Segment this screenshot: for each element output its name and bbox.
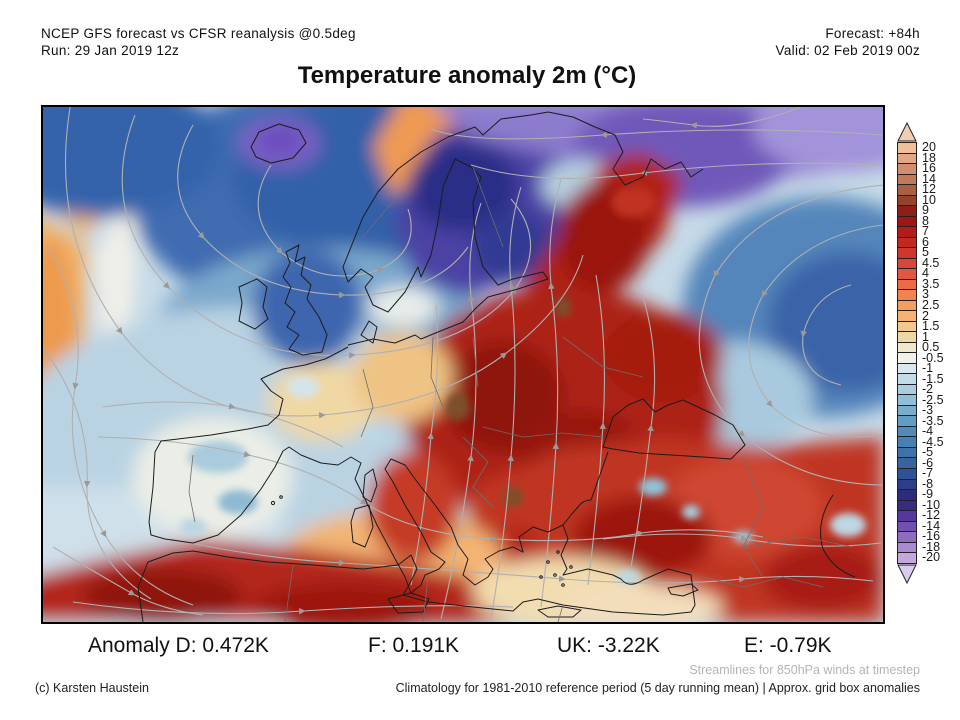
colorbar-label: 1.5 [922,319,940,334]
under-arrow-shape [897,564,917,584]
climatology-note: Climatology for 1981-2010 reference peri… [395,681,920,695]
colorbar-label: 2 [922,308,929,323]
colorbar-label: 16 [922,161,936,176]
colorbar-label: -16 [922,529,941,544]
colorbar-label: 0.5 [922,340,940,355]
colorbar-label: -18 [922,539,941,554]
colorbar-label: -2.5 [922,392,944,407]
anomaly-summary: Anomaly D: 0.472K F: 0.191K UK: -3.22K E… [0,634,960,662]
run-line: Run: 29 Jan 2019 12z [41,43,180,58]
country-borders [188,166,854,622]
colorbar-label: -9 [922,487,934,502]
colorbar-label: 6 [922,234,929,249]
colorbar-label: -4.5 [922,434,944,449]
colorbar-label: 8 [922,213,929,228]
colorbar-label: -3 [922,403,934,418]
colorbar-label: -2 [922,382,934,397]
colorbar-label: 4.5 [922,255,940,270]
colorbar-label: -7 [922,466,934,481]
colorbar-label: 10 [922,192,936,207]
anomaly-map [43,107,883,622]
streamlines [43,107,883,620]
colorbar-cell: -14 [897,518,944,533]
colorbar-label: -20 [922,550,941,565]
colorbar-label: 3.5 [922,276,940,291]
colorbar-label: -8 [922,476,934,491]
streamlines-note: Streamlines for 850hPa winds at timestep [689,663,920,677]
anomaly-europe: E: -0.79K [744,634,832,657]
colorbar-label: -1 [922,361,934,376]
forecast-info: Forecast: +84h Valid: 02 Feb 2019 00z [776,25,920,59]
colorbar-label: -5 [922,445,934,460]
anomaly-domain: Anomaly D: 0.472K [88,634,269,657]
colorbar-label: -3.5 [922,413,944,428]
anomaly-france: F: 0.191K [368,634,460,657]
coastlines [137,111,856,622]
colorbar-label: 9 [922,203,929,218]
colorbar-label: 3 [922,287,929,302]
colorbar-swatch [897,552,917,564]
model-info: NCEP GFS forecast vs CFSR reanalysis @0.… [41,25,356,59]
page-title: Temperature anomaly 2m (°C) [297,62,637,89]
colorbar-over-arrow [897,122,917,142]
colorbar-label: 7 [922,224,929,239]
forecast-line: Forecast: +84h [825,26,920,41]
colorbar-under-arrow [897,564,917,584]
colorbar-label: -14 [922,518,941,533]
over-arrow-shape [897,122,917,142]
colorbar-cell: -20 [897,550,944,565]
valid-line: Valid: 02 Feb 2019 00z [775,43,920,58]
colorbar-label: 2.5 [922,297,940,312]
colorbar-label: -12 [922,508,941,523]
colorbar-label: 4 [922,266,929,281]
colorbar-label: 5 [922,245,929,260]
colorbar-cell: 16 [897,161,944,176]
colorbar-cells: 20 18 16 14 12 10 9 8 7 6 5 4.5 4 3.5 3 2.5 2 1.5 1 0.5 -0.5… [897,140,944,565]
colorbar-label: 20 [922,140,936,155]
colorbar-label: -4 [922,424,934,439]
colorbar-label: -10 [922,497,941,512]
colorbar-label: -6 [922,455,934,470]
copyright-credit: (c) Karsten Haustein [35,681,149,695]
colorbar: 20 18 16 14 12 10 9 8 7 6 5 4.5 4 3.5 3 2.5 2 1.5 1 0.5 -0.5… [897,122,944,584]
colorbar-label: 12 [922,182,936,197]
model-line: NCEP GFS forecast vs CFSR reanalysis @0.… [41,26,356,41]
colorbar-label: -0.5 [922,350,944,365]
colorbar-label: 14 [922,171,936,186]
colorbar-label: 1 [922,329,929,344]
anomaly-uk: UK: -3.22K [557,634,660,657]
colorbar-label: 18 [922,150,936,165]
colorbar-label: -1.5 [922,371,944,386]
map-frame [41,105,885,624]
